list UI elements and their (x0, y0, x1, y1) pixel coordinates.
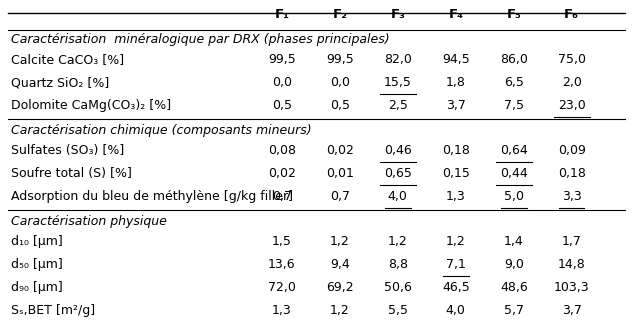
Text: 0,7: 0,7 (330, 190, 350, 203)
Text: 1,2: 1,2 (330, 304, 349, 317)
Text: 0,02: 0,02 (326, 144, 354, 157)
Text: 7,5: 7,5 (504, 99, 523, 112)
Text: F₁: F₁ (274, 8, 289, 21)
Text: 86,0: 86,0 (500, 53, 528, 66)
Text: 99,5: 99,5 (268, 53, 296, 66)
Text: 0,0: 0,0 (330, 76, 350, 89)
Text: 2,5: 2,5 (388, 99, 408, 112)
Text: 0,18: 0,18 (558, 167, 586, 180)
Text: 5,5: 5,5 (388, 304, 408, 317)
Text: d₅₀ [μm]: d₅₀ [μm] (11, 258, 63, 271)
Text: 14,8: 14,8 (558, 258, 586, 271)
Text: 1,2: 1,2 (330, 235, 349, 248)
Text: F₄: F₄ (448, 8, 463, 21)
Text: 3,3: 3,3 (562, 190, 582, 203)
Text: F₅: F₅ (506, 8, 521, 21)
Text: 0,5: 0,5 (330, 99, 350, 112)
Text: 4,0: 4,0 (388, 190, 408, 203)
Text: 94,5: 94,5 (442, 53, 470, 66)
Text: 0,18: 0,18 (442, 144, 470, 157)
Text: Calcite CaCO₃ [%]: Calcite CaCO₃ [%] (11, 53, 124, 66)
Text: Adsorption du bleu de méthylène [g/kg filler]: Adsorption du bleu de méthylène [g/kg fi… (11, 190, 293, 203)
Text: 0,5: 0,5 (272, 99, 292, 112)
Text: Caractérisation physique: Caractérisation physique (11, 214, 166, 227)
Text: 7,1: 7,1 (446, 258, 466, 271)
Text: 0,44: 0,44 (500, 167, 528, 180)
Text: Sulfates (SO₃) [%]: Sulfates (SO₃) [%] (11, 144, 124, 157)
Text: 0,0: 0,0 (272, 76, 292, 89)
Text: 0,01: 0,01 (326, 167, 354, 180)
Text: 3,7: 3,7 (562, 304, 582, 317)
Text: F₃: F₃ (391, 8, 405, 21)
Text: 1,3: 1,3 (446, 190, 466, 203)
Text: 50,6: 50,6 (384, 281, 411, 294)
Text: 0,7: 0,7 (272, 190, 292, 203)
Text: 9,4: 9,4 (330, 258, 349, 271)
Text: 1,2: 1,2 (388, 235, 408, 248)
Text: 0,64: 0,64 (500, 144, 528, 157)
Text: 0,02: 0,02 (268, 167, 296, 180)
Text: 48,6: 48,6 (500, 281, 528, 294)
Text: 0,15: 0,15 (442, 167, 470, 180)
Text: Caractérisation chimique (composants mineurs): Caractérisation chimique (composants min… (11, 124, 311, 137)
Text: Dolomite CaMg(CO₃)₂ [%]: Dolomite CaMg(CO₃)₂ [%] (11, 99, 171, 112)
Text: 1,8: 1,8 (446, 76, 466, 89)
Text: 1,3: 1,3 (272, 304, 292, 317)
Text: 15,5: 15,5 (384, 76, 411, 89)
Text: 1,2: 1,2 (446, 235, 466, 248)
Text: 8,8: 8,8 (388, 258, 408, 271)
Text: 0,65: 0,65 (384, 167, 411, 180)
Text: 9,0: 9,0 (504, 258, 523, 271)
Text: 1,7: 1,7 (562, 235, 582, 248)
Text: 72,0: 72,0 (268, 281, 296, 294)
Text: 4,0: 4,0 (446, 304, 466, 317)
Text: 46,5: 46,5 (442, 281, 470, 294)
Text: Quartz SiO₂ [%]: Quartz SiO₂ [%] (11, 76, 109, 89)
Text: F₆: F₆ (564, 8, 579, 21)
Text: 0,09: 0,09 (558, 144, 586, 157)
Text: 0,46: 0,46 (384, 144, 411, 157)
Text: 99,5: 99,5 (326, 53, 354, 66)
Text: 5,7: 5,7 (504, 304, 523, 317)
Text: 13,6: 13,6 (268, 258, 296, 271)
Text: 82,0: 82,0 (384, 53, 411, 66)
Text: 3,7: 3,7 (446, 99, 466, 112)
Text: 103,3: 103,3 (554, 281, 589, 294)
Text: 5,0: 5,0 (504, 190, 523, 203)
Text: 1,4: 1,4 (504, 235, 523, 248)
Text: d₁₀ [μm]: d₁₀ [μm] (11, 235, 63, 248)
Text: 6,5: 6,5 (504, 76, 523, 89)
Text: 23,0: 23,0 (558, 99, 586, 112)
Text: 69,2: 69,2 (326, 281, 354, 294)
Text: 1,5: 1,5 (272, 235, 292, 248)
Text: Soufre total (S) [%]: Soufre total (S) [%] (11, 167, 132, 180)
Text: 2,0: 2,0 (562, 76, 582, 89)
Text: 0,08: 0,08 (268, 144, 296, 157)
Text: Sₛ,BET [m²/g]: Sₛ,BET [m²/g] (11, 304, 95, 317)
Text: 75,0: 75,0 (558, 53, 586, 66)
Text: Caractérisation  minéralogique par DRX (phases principales): Caractérisation minéralogique par DRX (p… (11, 33, 389, 46)
Text: F₂: F₂ (332, 8, 348, 21)
Text: d₉₀ [μm]: d₉₀ [μm] (11, 281, 63, 294)
